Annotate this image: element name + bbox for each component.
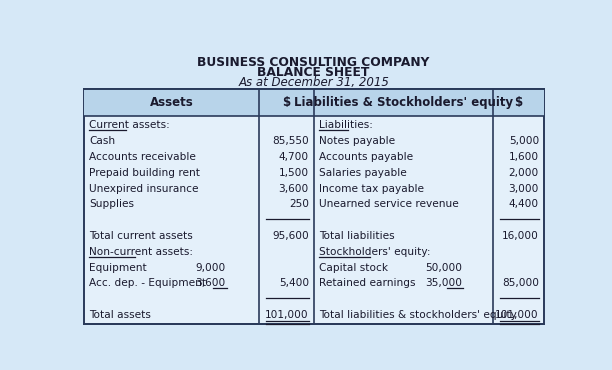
- Text: 4,400: 4,400: [509, 199, 539, 209]
- Text: Total liabilities: Total liabilities: [319, 231, 395, 241]
- Text: As at December 31, 2015: As at December 31, 2015: [238, 76, 389, 89]
- Text: 4,700: 4,700: [279, 152, 309, 162]
- Text: $: $: [282, 96, 291, 109]
- Text: BUSINESS CONSULTING COMPANY: BUSINESS CONSULTING COMPANY: [198, 56, 430, 69]
- Text: 5,400: 5,400: [279, 279, 309, 289]
- Bar: [84, 88, 543, 324]
- Text: 1,600: 1,600: [509, 152, 539, 162]
- Text: 2,000: 2,000: [509, 168, 539, 178]
- Text: 9,000: 9,000: [196, 263, 226, 273]
- Text: Liabilities:: Liabilities:: [319, 120, 373, 130]
- Text: Current assets:: Current assets:: [89, 120, 170, 130]
- Text: Income tax payable: Income tax payable: [319, 184, 424, 194]
- Text: 101,000: 101,000: [495, 310, 539, 320]
- Text: Unexpired insurance: Unexpired insurance: [89, 184, 199, 194]
- Text: 1,500: 1,500: [279, 168, 309, 178]
- Text: 3,600: 3,600: [196, 279, 226, 289]
- Text: 35,000: 35,000: [425, 279, 462, 289]
- Text: 50,000: 50,000: [425, 263, 462, 273]
- Text: Accounts receivable: Accounts receivable: [89, 152, 196, 162]
- Text: 85,550: 85,550: [272, 136, 309, 146]
- Text: Total current assets: Total current assets: [89, 231, 193, 241]
- Text: 95,600: 95,600: [272, 231, 309, 241]
- Bar: [84, 88, 543, 116]
- Text: Capital stock: Capital stock: [319, 263, 389, 273]
- Text: 85,000: 85,000: [502, 279, 539, 289]
- Text: $: $: [514, 96, 523, 109]
- Text: Acc. dep. - Equipment: Acc. dep. - Equipment: [89, 279, 206, 289]
- Text: Notes payable: Notes payable: [319, 136, 395, 146]
- Text: 16,000: 16,000: [502, 231, 539, 241]
- Text: 101,000: 101,000: [265, 310, 309, 320]
- Text: Total assets: Total assets: [89, 310, 151, 320]
- Text: 3,000: 3,000: [509, 184, 539, 194]
- Text: Non-current assets:: Non-current assets:: [89, 247, 193, 257]
- Text: Unearned service revenue: Unearned service revenue: [319, 199, 459, 209]
- Text: 5,000: 5,000: [509, 136, 539, 146]
- Text: 3,600: 3,600: [278, 184, 309, 194]
- Text: Supplies: Supplies: [89, 199, 134, 209]
- Text: Accounts payable: Accounts payable: [319, 152, 414, 162]
- Text: Liabilities & Stockholders' equity: Liabilities & Stockholders' equity: [294, 96, 513, 109]
- Text: BALANCE SHEET: BALANCE SHEET: [258, 66, 370, 79]
- Text: Salaries payable: Salaries payable: [319, 168, 407, 178]
- Text: Stockholders' equity:: Stockholders' equity:: [319, 247, 431, 257]
- Text: Equipment: Equipment: [89, 263, 147, 273]
- Text: Total liabilities & stockholders' equity: Total liabilities & stockholders' equity: [319, 310, 517, 320]
- Text: 250: 250: [289, 199, 309, 209]
- Text: Prepaid building rent: Prepaid building rent: [89, 168, 200, 178]
- Text: Cash: Cash: [89, 136, 116, 146]
- Text: Assets: Assets: [149, 96, 193, 109]
- Text: Retained earnings: Retained earnings: [319, 279, 416, 289]
